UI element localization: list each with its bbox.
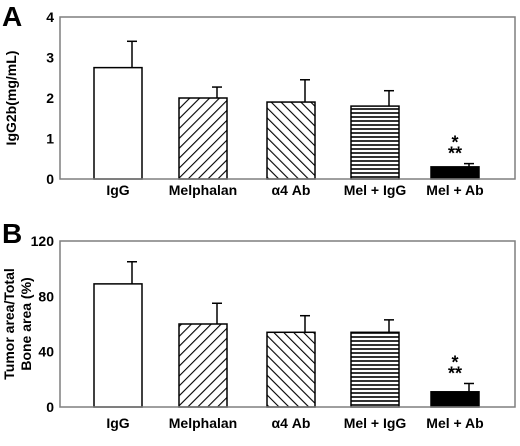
y-tick-label: 2 (46, 90, 54, 106)
significance-marker: * (451, 133, 458, 153)
y-ticks-a: 0 1 2 3 4 (46, 9, 54, 187)
bars-a: *** (93, 40, 480, 180)
category-label: α4 Ab (272, 415, 311, 431)
bars-b: *** (93, 261, 480, 408)
y-tick-label: 40 (38, 344, 54, 360)
panel-label-a: A (2, 1, 22, 32)
bar (93, 283, 143, 408)
category-label: Mel + IgG (344, 415, 407, 431)
bar (93, 66, 143, 180)
bar (430, 391, 480, 408)
y-axis-title-line: Tumor area/Total (1, 268, 17, 380)
y-axis-title-line: IgG2b(mg/mL) (3, 51, 19, 146)
y-axis-title-b: Tumor area/Total Bone area (%) (1, 268, 34, 380)
plot-frame-a (59, 16, 516, 180)
y-tick-label: 1 (46, 131, 54, 147)
category-label: IgG (106, 182, 129, 198)
y-tick-label: 120 (31, 233, 55, 249)
bar (178, 323, 228, 408)
plot-frame-b (59, 240, 516, 408)
category-label: Melphalan (169, 415, 237, 431)
y-axis-title-line: Bone area (%) (18, 277, 34, 370)
y-tick-label: 3 (46, 50, 54, 66)
chart-panel-b: B Tumor area/Total Bone area (%) 0 40 80 120… (1, 218, 516, 431)
significance-marker: * (451, 352, 458, 372)
category-labels-a: IgG Melphalan α4 Ab Mel + IgG Mel + Ab (106, 182, 483, 198)
y-tick-label: 80 (38, 288, 54, 304)
category-label: Mel + IgG (344, 182, 407, 198)
significance-marker: ** (448, 144, 462, 164)
y-tick-label: 0 (46, 171, 54, 187)
significance-marker: ** (448, 363, 462, 383)
category-label: Melphalan (169, 182, 237, 198)
panel-label-b: B (2, 218, 22, 249)
chart-panel-a: A IgG2b(mg/mL) 0 1 2 3 4 *** IgG Melphalan α4 … (2, 1, 516, 198)
y-tick-label: 0 (46, 399, 54, 415)
y-axis-title-a: IgG2b(mg/mL) (3, 51, 19, 146)
bar (178, 97, 228, 180)
category-label: Mel + Ab (426, 182, 483, 198)
bar (266, 331, 316, 408)
bar (350, 331, 400, 408)
y-ticks-b: 0 40 80 120 (31, 233, 55, 415)
bar (350, 105, 400, 180)
category-labels-b: IgG Melphalan α4 Ab Mel + IgG Mel + Ab (106, 415, 483, 431)
bar (430, 166, 480, 180)
category-label: Mel + Ab (426, 415, 483, 431)
category-label: α4 Ab (272, 182, 311, 198)
y-tick-label: 4 (46, 9, 54, 25)
bar (266, 101, 316, 180)
category-label: IgG (106, 415, 129, 431)
